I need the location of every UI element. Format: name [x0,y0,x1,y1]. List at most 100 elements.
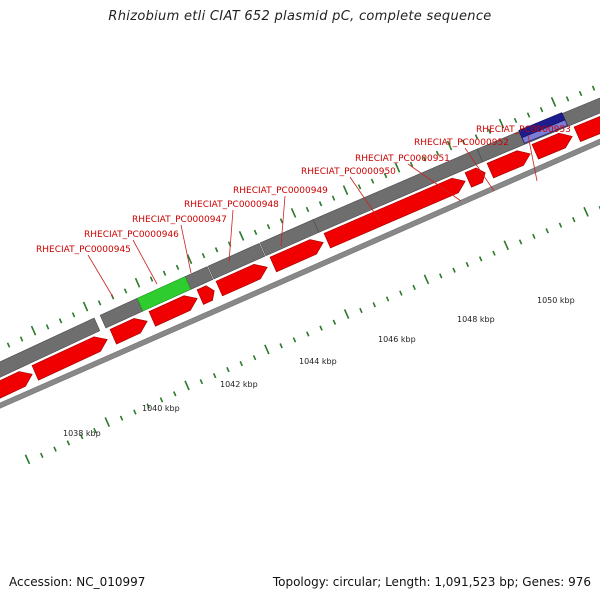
scale-tick [518,239,523,245]
cds-arrow [196,285,215,305]
scale-tick [133,409,137,415]
scale-label-1040: 1040 kbp [142,404,180,413]
accession-text: Accession: NC_010997 [9,575,146,589]
outer-tick [498,118,505,129]
gene-label: RHECIAT_PC0000952 [414,138,509,148]
outer-tick-ring [6,85,596,348]
scale-tick [465,261,470,268]
outer-tick [266,224,271,230]
gene-label-leader [180,224,192,274]
gene-label-leader [87,254,114,298]
scale-tick [532,233,536,239]
scale-tick [583,206,589,217]
outer-tick [6,342,11,348]
gene-label-leader [132,239,158,285]
gene-block-highlight-green [136,276,192,312]
gene-label-leader [228,209,234,263]
cds-arrow [109,318,148,345]
scale-tick [119,415,124,421]
gene-label: RHECIAT_PC0000950 [301,167,396,177]
outer-tick [58,318,63,324]
outer-tick [409,161,414,168]
scale-tick [24,454,31,465]
scale-tick [306,331,310,337]
scale-label-1050: 1050 kbp [537,296,575,305]
gene-block-highlight-blue-lower [521,119,568,144]
outer-tick [214,247,219,253]
scale-tick [173,391,177,397]
outer-tick [201,253,206,259]
scale-tick [66,440,71,446]
scale-tick [492,250,496,256]
gene-label-leader [527,134,538,182]
scale-tick [452,267,456,273]
gene-block [207,242,266,280]
gene-block [0,317,101,378]
scale-tick [545,228,549,234]
outer-tick [134,277,141,288]
outer-tick [97,300,102,306]
cds-arrow [486,150,531,179]
gene-label: RHECIAT_PC0000948 [184,200,279,210]
scale-tick [93,427,97,434]
scale-tick [104,417,111,427]
outer-tick [45,324,50,330]
gene-label: RHECIAT_PC0000949 [233,186,328,196]
outer-tick [186,254,193,265]
scale-label-1046: 1046 kbp [378,335,416,344]
outer-tick [461,139,466,145]
scale-tick [399,290,403,296]
scale-tick [332,319,337,325]
outer-tick [82,301,89,312]
outer-tick [238,231,245,241]
cds-track [0,115,600,399]
gene-label: RHECIAT_PC0000946 [84,230,179,240]
outer-tick [513,117,518,124]
scale-tick [478,256,483,262]
scale-label-1044: 1044 kbp [299,357,337,366]
scale-tick [212,373,217,379]
scale-tick [503,240,510,251]
outer-tick [539,106,544,113]
gene-label-leader [464,147,495,192]
scale-tick [264,344,270,355]
outer-tick [290,207,297,218]
cds-arrow [531,132,573,160]
cds-arrow [269,239,324,273]
scale-tick [239,361,244,367]
scale-tick [372,302,377,308]
outer-tick [578,90,583,97]
outer-tick [30,325,37,336]
scale-tick [184,380,190,391]
scale-tick [359,307,363,314]
scale-label-1042: 1042 kbp [220,380,258,389]
outer-tick [435,150,440,156]
scale-labels: 1038 kbp 1040 kbp 1042 kbp 1044 kbp 1046 kbp… [63,296,575,438]
outer-tick [175,264,180,270]
outer-tick [394,162,401,173]
outer-tick [446,140,453,151]
outer-tick [71,312,76,318]
scale-label-1048: 1048 kbp [457,315,495,324]
scale-tick [79,434,84,440]
outer-tick [370,178,375,184]
outer-tick [357,184,362,190]
scale-tick [146,403,150,409]
outer-tick [149,276,154,282]
outer-tick [123,288,128,294]
scale-tick [439,273,443,279]
outer-tick [422,156,427,162]
scale-tick [199,379,204,385]
cds-arrow [323,177,466,249]
topology-summary: Topology: circular; Length: 1,091,523 bp… [272,575,591,589]
scale-tick [226,367,230,373]
gene-label-leader [407,163,462,202]
outer-tick [565,96,570,102]
scale-tick [159,397,164,403]
scale-tick [558,222,563,228]
outer-tick [591,85,596,91]
backbone-ring [0,138,600,409]
outer-tick [526,112,531,118]
